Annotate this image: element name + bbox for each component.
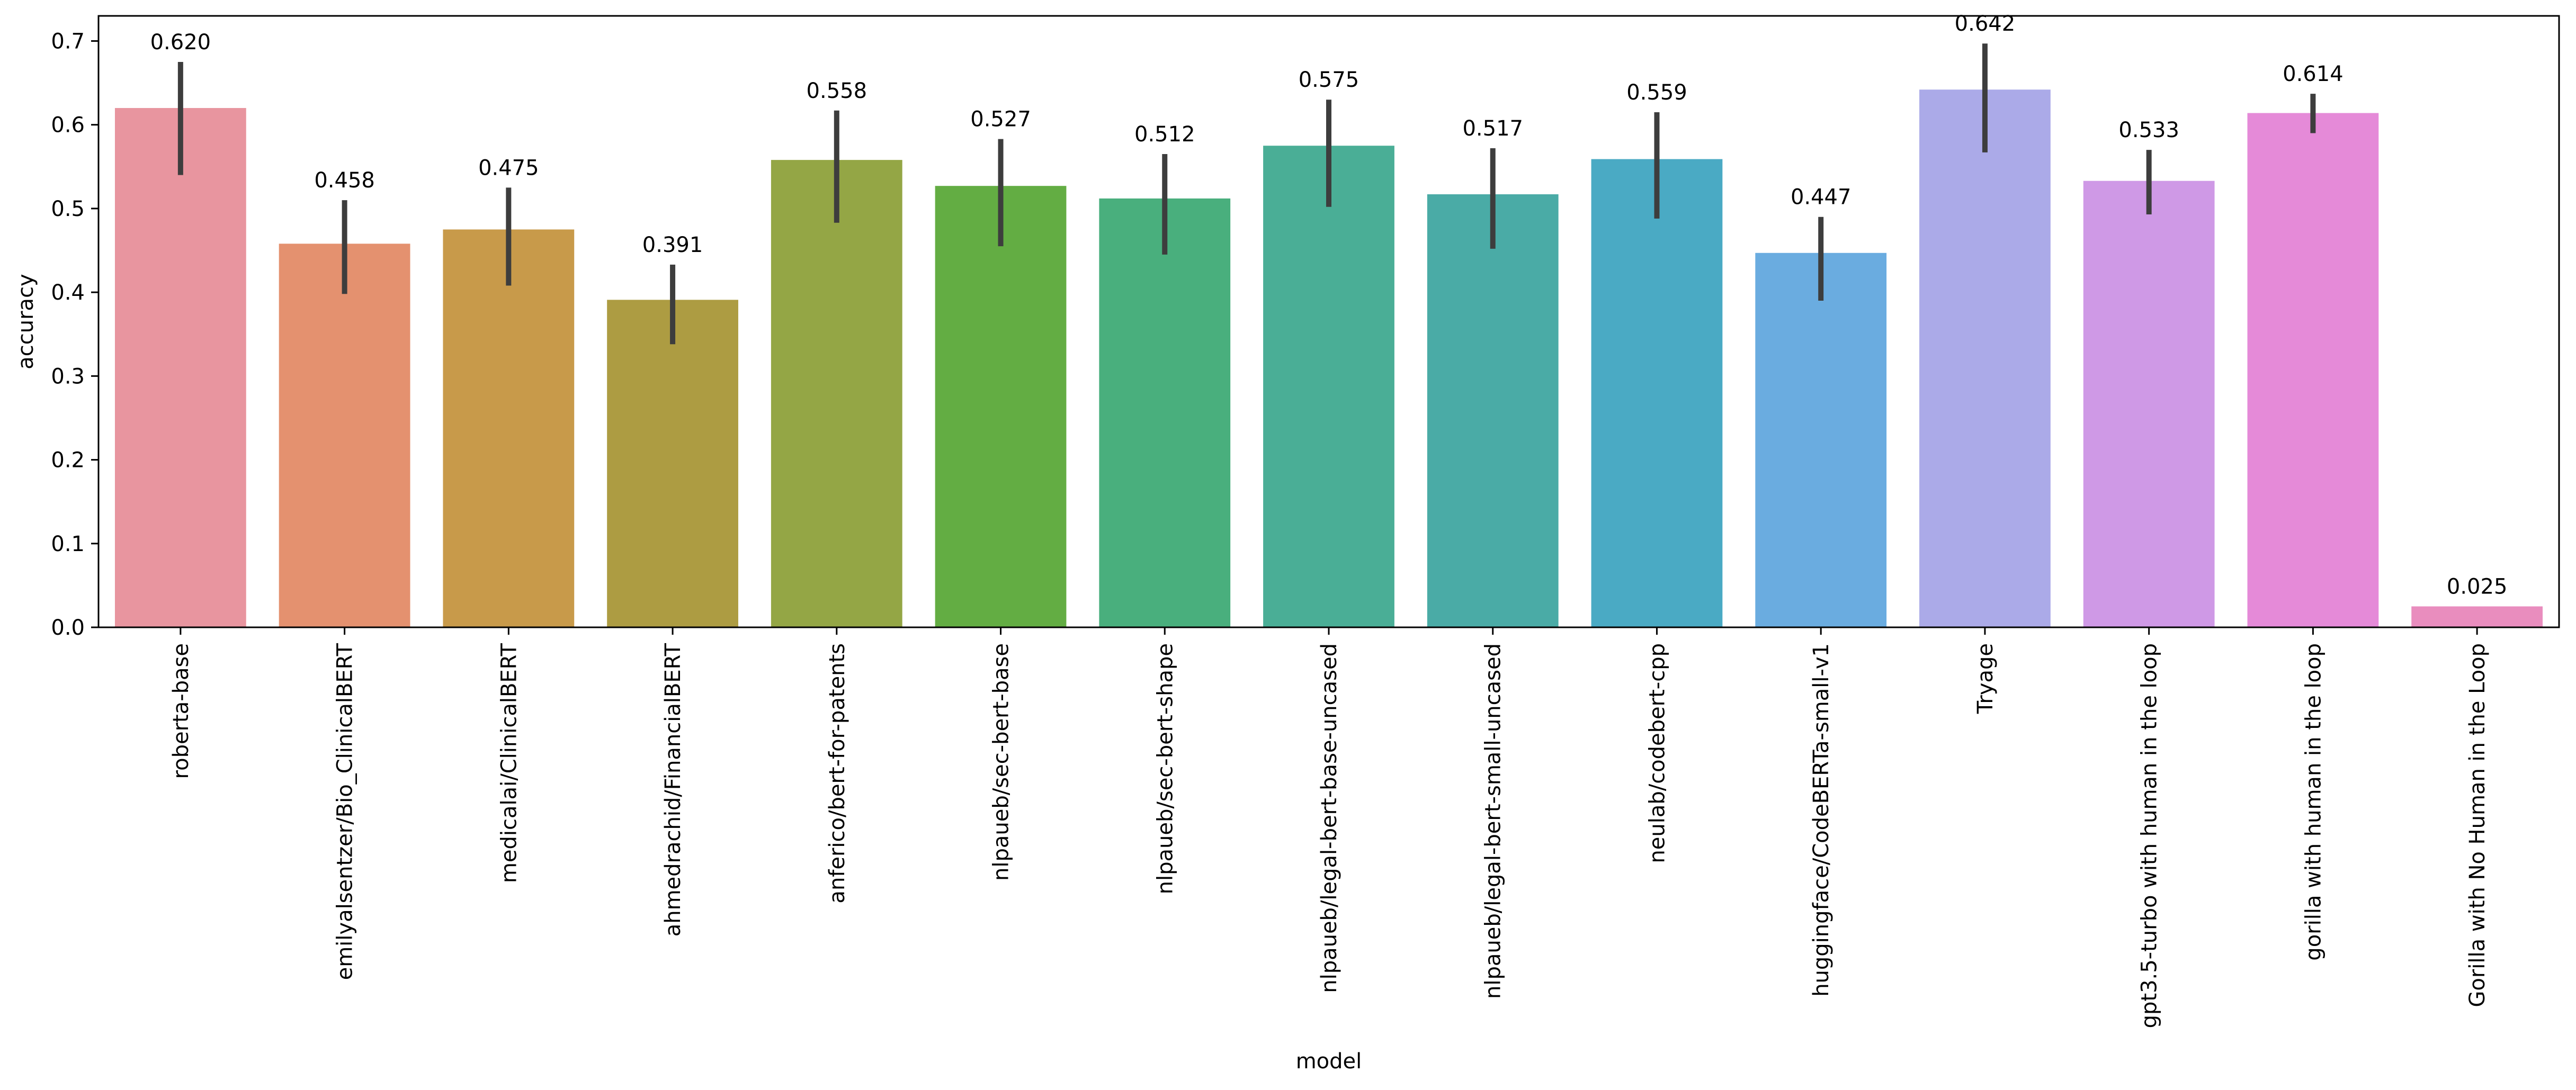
x-tick-label: medicalai/ClinicalBERT <box>497 643 521 883</box>
y-tick-label: 0.2 <box>51 448 85 473</box>
x-tick-label: roberta-base <box>169 643 193 779</box>
x-tick-label: nlpaueb/legal-bert-base-uncased <box>1317 643 1341 993</box>
data-label: 0.475 <box>478 156 539 180</box>
y-axis: 0.0 0.1 0.2 0.3 0.4 0.5 0.6 0.7 <box>51 29 99 640</box>
x-tick-label: neulab/codebert-cpp <box>1645 643 1669 863</box>
bar <box>1755 253 1887 628</box>
y-tick-label: 0.7 <box>51 29 85 53</box>
x-axis: roberta-base emilyalsentzer/Bio_ClinicalB… <box>169 627 2490 1028</box>
bar <box>279 244 410 627</box>
y-tick-label: 0.5 <box>51 197 85 221</box>
bar <box>1591 159 1723 627</box>
data-label: 0.558 <box>807 79 867 103</box>
bar <box>1263 146 1394 627</box>
bar <box>1919 89 2051 627</box>
x-tick-label: emilyalsentzer/Bio_ClinicalBERT <box>333 643 357 980</box>
data-label: 0.559 <box>1626 80 1687 105</box>
x-tick-label: nlpaueb/sec-bert-shape <box>1153 643 1177 894</box>
error-bars-group <box>177 43 2316 345</box>
x-tick-label: anferico/bert-for-patents <box>825 643 849 904</box>
x-axis-title: model <box>1296 1049 1362 1074</box>
data-label: 0.517 <box>1462 116 1523 141</box>
data-label: 0.533 <box>2118 118 2179 142</box>
data-label: 0.025 <box>2447 574 2508 599</box>
data-label: 0.620 <box>150 30 211 55</box>
bar <box>443 229 575 628</box>
data-label: 0.512 <box>1134 122 1195 147</box>
bar <box>2083 181 2215 627</box>
y-tick-label: 0.0 <box>51 616 85 640</box>
y-tick-label: 0.4 <box>51 281 85 305</box>
bars-group <box>114 89 2543 628</box>
x-tick-label: Gorilla with No Human in the Loop <box>2465 643 2490 1007</box>
x-tick-label: gorilla with human in the loop <box>2301 643 2325 961</box>
data-label: 0.447 <box>1791 185 1851 210</box>
data-label: 0.575 <box>1299 68 1359 92</box>
y-tick-label: 0.6 <box>51 113 85 138</box>
x-tick-label: gpt3.5-turbo with human in the loop <box>2137 643 2162 1028</box>
bar <box>607 300 738 627</box>
data-labels-group: 0.620 0.458 0.475 0.391 0.558 0.527 0.512 0.575… <box>150 12 2508 599</box>
data-label: 0.614 <box>2283 62 2344 86</box>
bar <box>1427 194 1559 627</box>
data-label: 0.527 <box>970 107 1031 132</box>
y-axis-title: accuracy <box>14 274 38 369</box>
bar <box>1099 198 1231 627</box>
bar <box>2411 606 2543 627</box>
x-tick-label: Tryage <box>1973 643 1998 714</box>
data-label: 0.458 <box>314 168 375 193</box>
x-tick-label: nlpaueb/legal-bert-small-uncased <box>1481 643 1506 999</box>
bar <box>935 186 1067 627</box>
y-tick-label: 0.3 <box>51 364 85 389</box>
plot-frame <box>97 15 2560 628</box>
x-tick-label: nlpaueb/sec-bert-base <box>989 643 1014 881</box>
x-tick-label: huggingface/CodeBERTa-small-v1 <box>1809 643 1833 997</box>
bar <box>771 160 902 628</box>
data-label: 0.391 <box>642 233 703 257</box>
x-tick-label: ahmedrachid/FinancialBERT <box>661 643 685 936</box>
y-tick-label: 0.1 <box>51 532 85 556</box>
bar <box>114 108 246 628</box>
bar <box>2247 113 2379 627</box>
